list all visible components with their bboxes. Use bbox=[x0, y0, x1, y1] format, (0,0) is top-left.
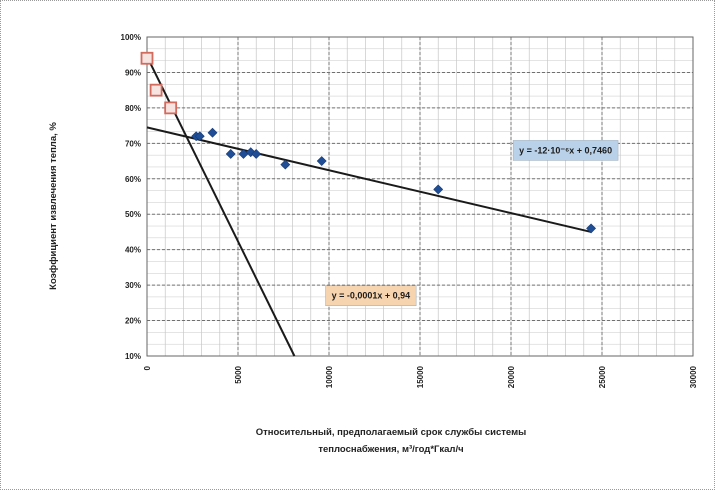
y-tick-label: 50% bbox=[125, 210, 141, 219]
y-tick-label: 60% bbox=[125, 175, 141, 184]
trendline-equation: y = -0,0001x + 0,94 bbox=[325, 285, 417, 306]
trendline-equation-text: y = -12·10⁻⁶x + 0,7460 bbox=[519, 145, 612, 155]
x-tick-label: 10000 bbox=[325, 365, 334, 388]
trendline-equation: y = -12·10⁻⁶x + 0,7460 bbox=[512, 140, 619, 161]
trendline-equation-box bbox=[512, 140, 619, 161]
trendline bbox=[146, 126, 592, 233]
y-axis-title: Коэффициент извлечения тепла, % bbox=[48, 122, 59, 290]
y-tick-label: 90% bbox=[125, 68, 141, 77]
data-point-diamond bbox=[316, 156, 327, 166]
y-tick-label: 100% bbox=[121, 33, 141, 42]
trendline-labels: y = -12·10⁻⁶x + 0,7460 y = -0,0001x + 0,9… bbox=[325, 140, 619, 306]
x-tick-label: 30000 bbox=[689, 365, 698, 388]
trendline-equation-text: y = -0,0001x + 0,94 bbox=[332, 291, 411, 301]
y-tick-label: 30% bbox=[125, 281, 141, 290]
trendline bbox=[146, 56, 296, 357]
data-point-diamond bbox=[433, 184, 444, 195]
y-tick-label: 10% bbox=[125, 352, 141, 361]
data-point-square bbox=[149, 83, 163, 97]
x-tick-label: 20000 bbox=[507, 365, 516, 388]
x-tick-label: 15000 bbox=[416, 365, 425, 388]
plot-border bbox=[146, 36, 694, 357]
data-point-diamond bbox=[586, 223, 597, 234]
x-tick-label: 25000 bbox=[598, 365, 607, 388]
x-tick-label: 0 bbox=[143, 365, 152, 370]
data-point-square bbox=[164, 101, 178, 115]
trendline-equation-box bbox=[325, 285, 417, 306]
x-tick-label: 5000 bbox=[234, 365, 243, 383]
data-point-diamond bbox=[194, 131, 205, 142]
x-axis-title-line-1: Относительный, предполагаемый срок служб… bbox=[256, 427, 526, 438]
y-tick-label: 40% bbox=[125, 246, 141, 255]
data-point-diamond bbox=[251, 149, 262, 159]
trendlines bbox=[146, 56, 592, 357]
data-point-diamond bbox=[207, 127, 218, 138]
x-axis-title-line-2: теплоснабжения, м³/год*Гкал/ч bbox=[318, 444, 463, 455]
y-tick-label: 70% bbox=[125, 139, 141, 148]
data-point-square bbox=[140, 51, 154, 65]
data-point-diamond bbox=[225, 149, 236, 159]
data-points bbox=[140, 51, 597, 234]
data-point-diamond bbox=[280, 159, 291, 170]
y-tick-label: 80% bbox=[125, 104, 141, 113]
grid-lines bbox=[146, 36, 694, 357]
tick-labels: 10% 20% 30% 40% 50% 60% 70% 80% 90% 100% 0 5000 1000… bbox=[121, 33, 698, 388]
y-tick-label: 20% bbox=[125, 317, 141, 326]
